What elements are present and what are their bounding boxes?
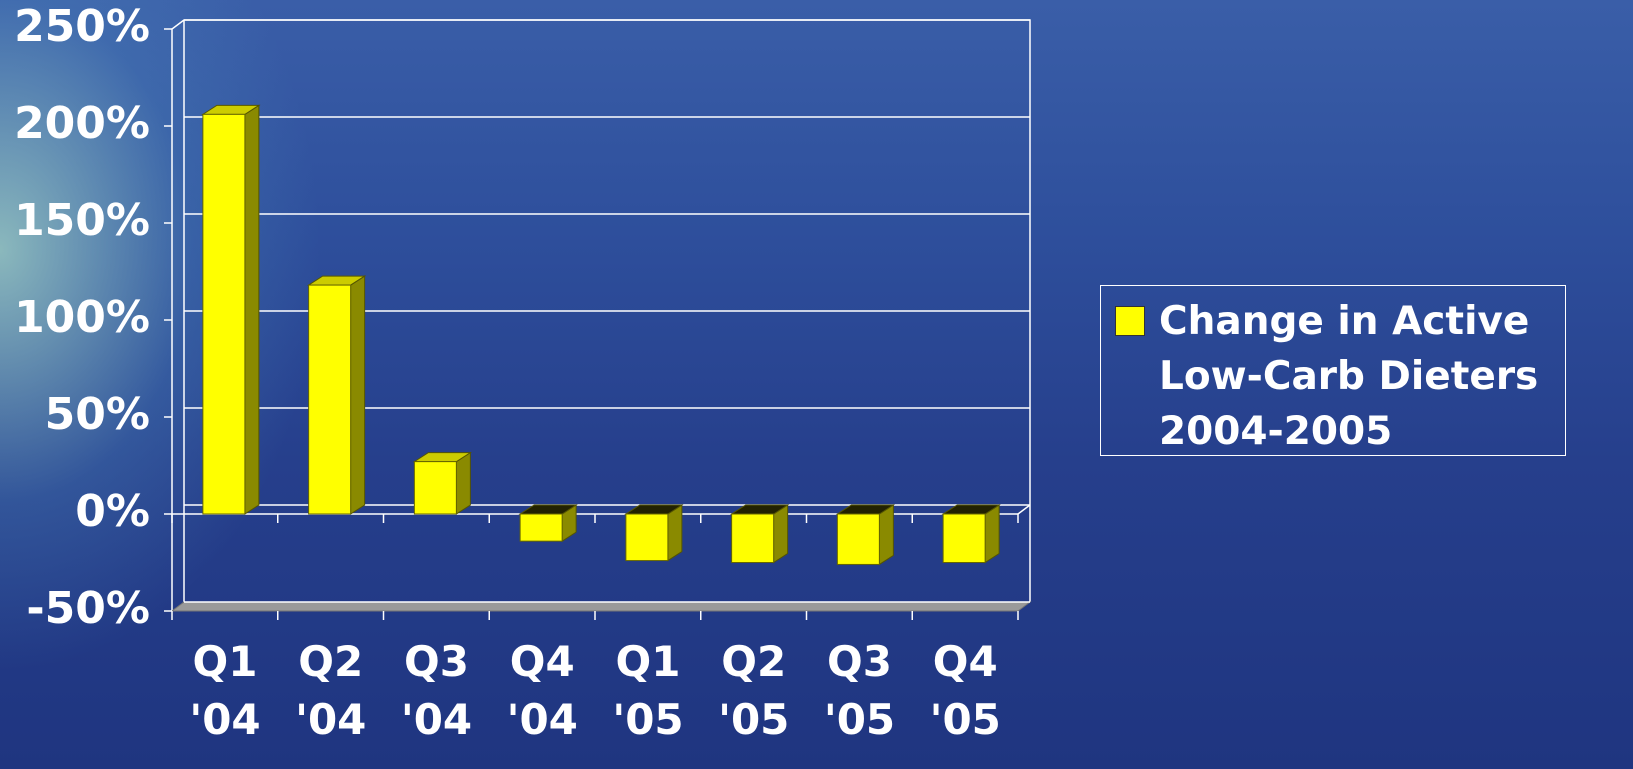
bar xyxy=(309,285,351,514)
bar-side xyxy=(774,505,788,563)
bar-side xyxy=(351,276,365,514)
bar-side xyxy=(985,505,999,563)
bar-side xyxy=(456,453,470,514)
x-tick-label: Q1 '04 xyxy=(172,633,278,749)
y-tick-label: 50% xyxy=(45,389,150,440)
x-tick-label: Q3 '04 xyxy=(384,633,490,749)
x-tick-label: Q2 '04 xyxy=(278,633,384,749)
x-tick-label: Q4 '04 xyxy=(489,633,595,749)
y-tick-label: 200% xyxy=(14,98,150,149)
legend-label: Change in Active Low-Carb Dieters 2004-2… xyxy=(1159,294,1559,459)
zero-side xyxy=(1018,505,1030,514)
y-tick-label: 250% xyxy=(14,1,150,52)
bar xyxy=(732,514,774,563)
y-tick-label: -50% xyxy=(26,583,150,634)
bar xyxy=(943,514,985,563)
bar xyxy=(414,462,456,514)
y-tick-label: 150% xyxy=(14,195,150,246)
x-tick-label: Q1 '05 xyxy=(595,633,701,749)
slide: -50% 0% 50% 100% 150% 200% 250% Change in Acti… xyxy=(0,0,1633,769)
x-tick-label: Q2 '05 xyxy=(701,633,807,749)
bar xyxy=(520,514,562,541)
bar xyxy=(837,514,879,564)
legend-swatch xyxy=(1115,306,1145,336)
bar-side xyxy=(245,105,259,514)
x-tick-label: Q3 '05 xyxy=(807,633,913,749)
plot-wall xyxy=(172,20,1030,611)
bar xyxy=(203,114,245,514)
bar-side xyxy=(879,505,893,564)
floor xyxy=(172,602,1030,611)
x-tick-label: Q4 '05 xyxy=(912,633,1018,749)
legend: Change in Active Low-Carb Dieters 2004-2… xyxy=(1100,285,1566,456)
y-tick-label: 0% xyxy=(75,486,150,537)
bar-side xyxy=(668,505,682,561)
y-tick-label: 100% xyxy=(14,292,150,343)
bar xyxy=(626,514,668,561)
